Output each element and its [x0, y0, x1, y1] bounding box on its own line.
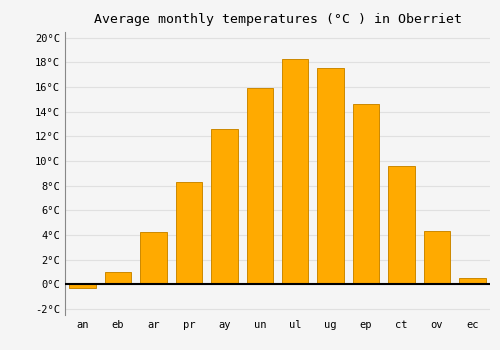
Bar [353, 104, 380, 284]
Bar [282, 58, 308, 284]
Bar [140, 232, 167, 284]
Bar [176, 182, 202, 284]
Bar [211, 129, 238, 284]
Bar [424, 231, 450, 284]
Bar [459, 278, 485, 284]
Bar [105, 272, 132, 284]
Bar [246, 88, 273, 284]
Bar [318, 69, 344, 284]
Bar [388, 166, 414, 284]
Bar [70, 284, 96, 288]
Title: Average monthly temperatures (°C ) in Oberriet: Average monthly temperatures (°C ) in Ob… [94, 13, 462, 26]
